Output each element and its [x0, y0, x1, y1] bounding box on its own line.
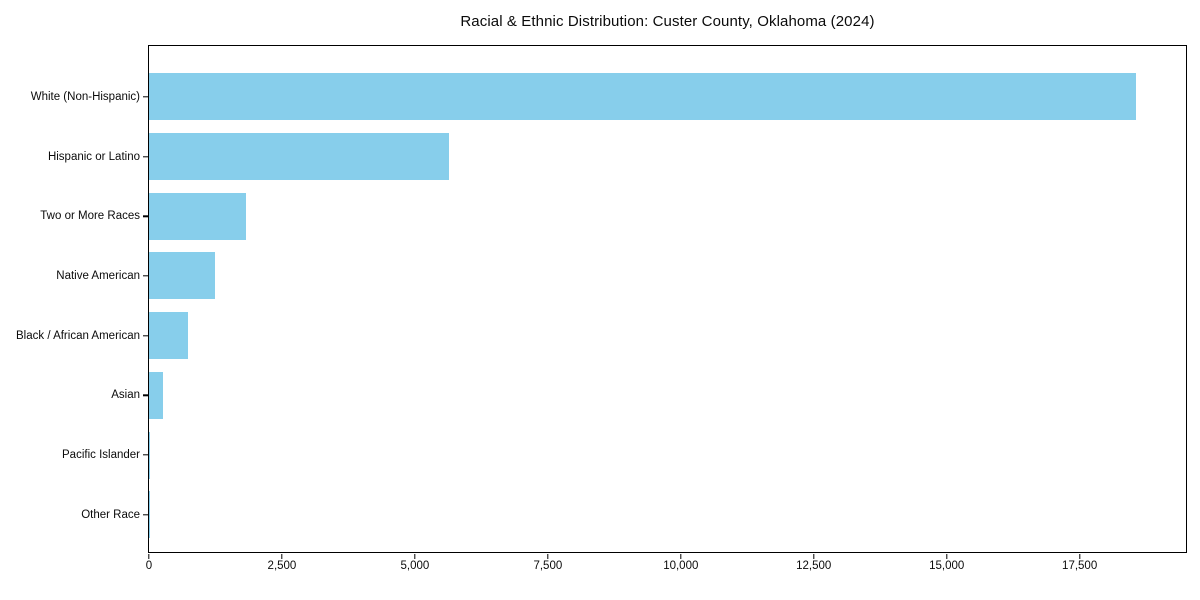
- x-tick-label: 12,500: [796, 560, 832, 572]
- category-label: Two or More Races: [40, 210, 140, 223]
- y-tick-mark: [142, 454, 148, 456]
- x-tick-mark: [680, 553, 682, 559]
- bar: [149, 192, 246, 240]
- x-tick-mark: [148, 553, 150, 559]
- y-tick-mark: [142, 334, 148, 337]
- y-tick-mark: [142, 215, 148, 217]
- category-label: Black / African American: [16, 329, 140, 342]
- category-label: Other Race: [81, 508, 140, 521]
- y-tick-mark: [142, 514, 148, 516]
- x-tick-mark: [813, 553, 815, 559]
- y-tick-mark: [142, 394, 148, 397]
- bar: [149, 371, 164, 419]
- category-label: Pacific Islander: [62, 449, 140, 462]
- x-tick-mark: [414, 553, 416, 559]
- x-tick-label: 15,000: [929, 560, 965, 572]
- x-tick-mark: [1078, 553, 1081, 559]
- bar: [149, 431, 151, 479]
- y-tick-mark: [142, 96, 148, 98]
- x-tick-mark: [547, 553, 549, 559]
- x-tick-label: 17,500: [1062, 560, 1098, 572]
- x-tick-mark: [281, 553, 283, 559]
- category-label: Hispanic or Latino: [47, 150, 140, 163]
- x-tick-label: 7,500: [533, 560, 563, 572]
- bar: [149, 252, 215, 300]
- bar: [149, 73, 1136, 121]
- y-tick-mark: [142, 275, 148, 277]
- x-tick-mark: [945, 553, 948, 559]
- category-label: Native American: [56, 269, 140, 282]
- x-tick-label: 10,000: [663, 560, 699, 572]
- chart-title: Racial & Ethnic Distribution: Custer Cou…: [460, 13, 875, 30]
- y-tick-mark: [142, 155, 148, 158]
- bar: [149, 133, 449, 181]
- x-tick-label: 2,500: [267, 560, 297, 572]
- bar: [149, 312, 188, 360]
- category-label: White (Non-Hispanic): [30, 90, 140, 103]
- x-tick-label: 0: [145, 560, 153, 572]
- x-tick-label: 5,000: [400, 560, 430, 572]
- category-label: Asian: [111, 389, 140, 402]
- plot-area: 0 2,500 5,000 7,500 10,000 12,500 15,000 17,500…: [16, 45, 1187, 572]
